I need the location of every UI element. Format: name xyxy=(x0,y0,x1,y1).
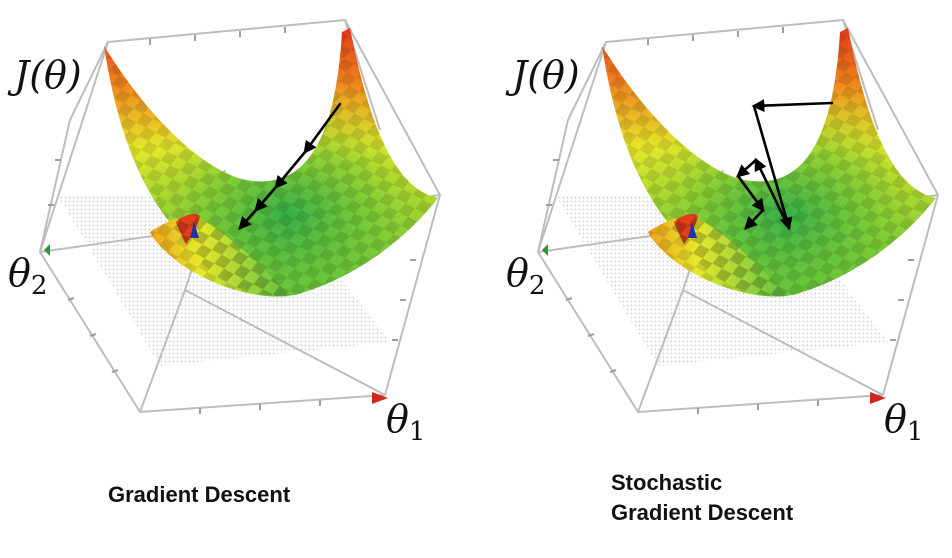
theta1-axis-arrow xyxy=(870,392,886,404)
gd-caption: Gradient Descent xyxy=(108,482,291,507)
theta2-axis-label: θ2 xyxy=(8,251,47,301)
sgd-caption: Stochastic Gradient Descent xyxy=(611,470,794,525)
theta2-axis-arrow xyxy=(44,244,50,256)
cost-axis-label: J(θ) xyxy=(7,53,82,97)
sgd-path-arrows xyxy=(736,99,834,231)
theta2-axis-label: θ2 xyxy=(506,251,545,301)
minimum-marker xyxy=(190,222,199,238)
theta1-axis-arrow xyxy=(372,392,388,404)
gd-path-arrows xyxy=(238,102,342,230)
gradient-descent-panel: J(θ) θ2 θ1 Gradient Descent xyxy=(7,19,441,507)
stochastic-gradient-descent-panel: J(θ) θ2 θ1 Stochastic Gradient Descent xyxy=(505,19,939,525)
theta1-axis-label: θ1 xyxy=(884,397,923,447)
minimum-marker xyxy=(688,222,697,238)
cost-axis-label: J(θ) xyxy=(505,53,580,97)
theta1-axis-label: θ1 xyxy=(386,397,425,447)
theta2-axis-arrow xyxy=(542,244,548,256)
